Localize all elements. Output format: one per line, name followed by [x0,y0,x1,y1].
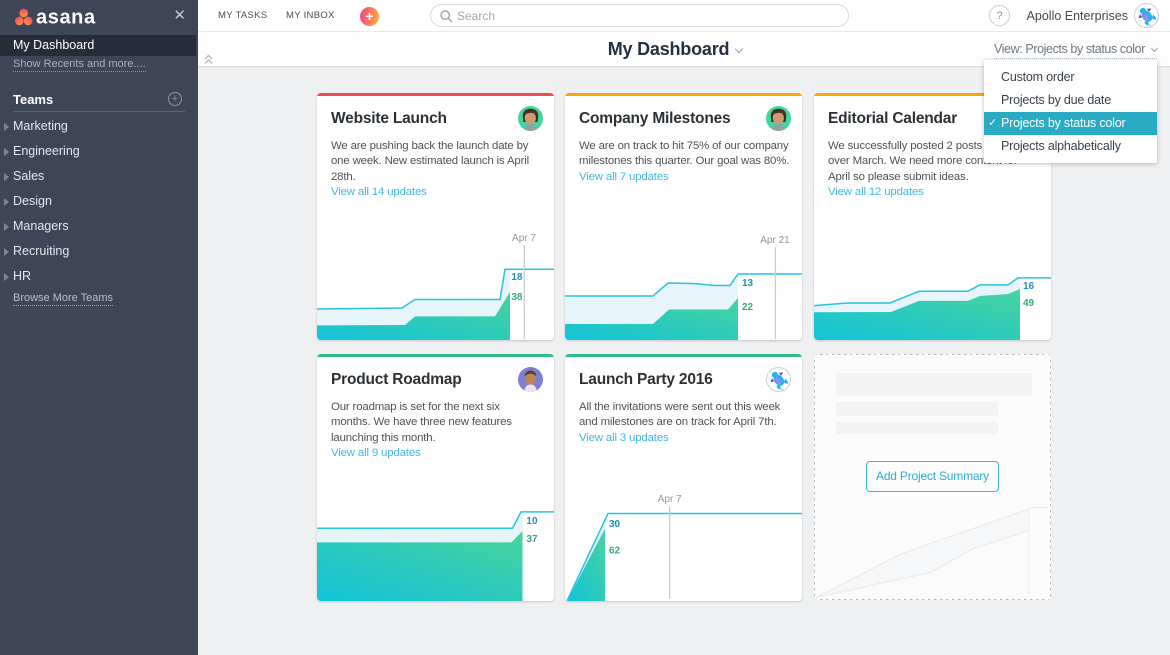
svg-text:62: 62 [609,546,621,557]
svg-text:Apr 7: Apr 7 [658,494,682,505]
svg-text:13: 13 [742,278,754,289]
svg-text:22: 22 [742,302,754,313]
svg-text:16: 16 [1023,281,1035,292]
svg-text:18: 18 [511,272,523,283]
svg-text:Apr 7: Apr 7 [512,233,536,244]
svg-text:38: 38 [511,292,523,303]
svg-text:30: 30 [609,519,621,530]
svg-text:10: 10 [526,516,538,527]
svg-text:Apr 21: Apr 21 [760,235,790,246]
svg-text:37: 37 [526,534,538,545]
svg-text:49: 49 [1023,298,1035,309]
svg-text:asana: asana [36,8,96,29]
